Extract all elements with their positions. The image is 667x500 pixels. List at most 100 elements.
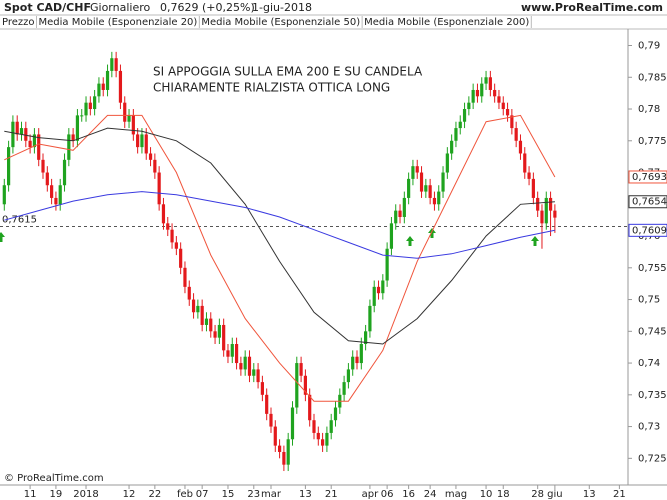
- candle-body: [398, 210, 402, 217]
- candle-body: [243, 356, 247, 370]
- candle-body: [97, 83, 101, 97]
- x-tick-label: 16: [402, 489, 415, 500]
- price-label: 0,7693: [632, 172, 667, 183]
- candle-body: [510, 115, 514, 129]
- candle-body: [381, 280, 385, 294]
- candle-body: [93, 96, 97, 110]
- candle-body: [187, 286, 191, 300]
- y-tick-label: 0,735: [638, 390, 667, 401]
- candle-body: [467, 102, 471, 110]
- candle-body: [544, 197, 548, 224]
- legend-entry: Prezzo: [2, 17, 35, 28]
- candle-body: [234, 344, 239, 364]
- x-tick-label: 07: [196, 489, 209, 500]
- y-tick-label: 0,78: [638, 104, 660, 115]
- annotation: SI APPOGGIA SULLA EMA 200 E SU CANDELA: [153, 65, 423, 79]
- candle-body: [7, 147, 11, 186]
- x-tick-label: 13: [583, 489, 596, 500]
- candle-body: [191, 299, 196, 313]
- candle-body: [505, 109, 510, 116]
- candle-body: [402, 197, 406, 217]
- candle-body: [213, 331, 217, 338]
- candle-body: [24, 128, 28, 141]
- header-period: Giornaliero: [90, 1, 151, 14]
- ema-line: [4, 114, 556, 402]
- candle-body: [553, 210, 557, 218]
- arrow: [406, 236, 414, 246]
- candle-body: [359, 344, 363, 364]
- candle-body: [536, 197, 540, 211]
- candle-body: [62, 159, 67, 186]
- y-tick-label: 0,79: [638, 41, 660, 52]
- candle-body: [462, 109, 467, 122]
- candle-body: [325, 432, 329, 446]
- candle-body: [454, 128, 458, 141]
- candle-body: [170, 229, 174, 243]
- candle-body: [424, 185, 428, 192]
- candle-body: [166, 223, 170, 230]
- candle-body: [303, 375, 307, 395]
- candle-body: [346, 369, 351, 383]
- candle-body: [514, 128, 518, 141]
- arrow: [428, 228, 436, 238]
- x-tick-label: mag: [445, 489, 467, 500]
- candle-body: [333, 407, 338, 421]
- y-tick-label: 0,74: [638, 358, 660, 369]
- candle-body: [312, 420, 316, 433]
- arrow: [0, 232, 5, 242]
- candle-body: [488, 77, 492, 90]
- arrow: [531, 236, 539, 246]
- x-tick-label: 2018: [73, 489, 98, 500]
- candle-body: [286, 439, 290, 465]
- candle-body: [475, 89, 480, 97]
- candle-body: [161, 204, 166, 224]
- candle-body: [131, 115, 135, 135]
- candle-body: [50, 185, 54, 198]
- candle-body: [269, 413, 273, 427]
- candle-body: [32, 134, 37, 148]
- candle-body: [389, 223, 394, 249]
- copyright: © ProRealTime.com: [4, 473, 104, 484]
- candle-body: [260, 382, 264, 395]
- candle-body: [15, 121, 19, 135]
- legend-entry: Media Mobile (Esponenziale 50): [201, 17, 360, 28]
- price-label-box: [628, 170, 667, 184]
- candle-body: [144, 134, 148, 154]
- candle-body: [19, 128, 24, 135]
- candle-body: [329, 420, 333, 433]
- candle-body: [394, 210, 398, 224]
- candle-body: [450, 140, 454, 154]
- candle-body: [376, 286, 381, 294]
- candle-body: [28, 140, 32, 148]
- candle-body: [123, 102, 127, 122]
- x-tick-label: 11: [24, 489, 37, 500]
- candle-body: [148, 153, 153, 160]
- candle-body: [458, 121, 462, 129]
- candle-body: [45, 172, 49, 186]
- candle-body: [2, 185, 6, 205]
- candle-body: [321, 439, 325, 446]
- header-title: Spot CAD/CHF: [4, 1, 91, 14]
- candle-body: [527, 172, 531, 179]
- candle-body: [385, 248, 389, 281]
- y-tick-label: 0,73: [638, 422, 660, 433]
- y-tick-label: 0,745: [638, 326, 667, 337]
- candle-body: [364, 331, 368, 345]
- candle-body: [540, 210, 544, 224]
- candle-body: [222, 324, 226, 351]
- candle-body: [518, 140, 523, 154]
- candle-body: [75, 115, 80, 141]
- candle-body: [114, 58, 118, 71]
- candle-body: [247, 356, 252, 376]
- candle-body: [295, 363, 299, 408]
- candle-body: [209, 318, 213, 332]
- header-date: 1-giu-2018: [252, 1, 312, 14]
- x-tick-label: 13: [299, 489, 312, 500]
- candle-body: [493, 89, 497, 97]
- candle-body: [407, 178, 411, 198]
- ema-line: [4, 127, 555, 345]
- x-tick-label: apr: [362, 489, 379, 500]
- candle-body: [437, 191, 441, 205]
